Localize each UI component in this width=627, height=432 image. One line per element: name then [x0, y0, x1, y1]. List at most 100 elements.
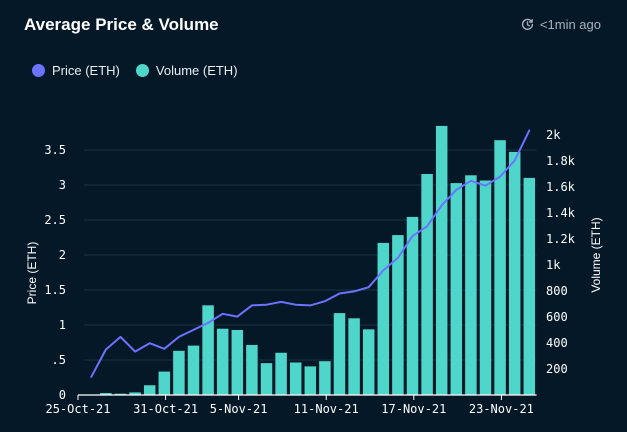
volume-bar: [377, 242, 390, 395]
price-point: [178, 336, 180, 338]
price-point: [528, 129, 531, 132]
price-point: [367, 286, 370, 289]
volume-bar: [275, 352, 287, 395]
last-updated-text: <1min ago: [539, 17, 601, 32]
price-point: [119, 336, 122, 338]
volume-bar: [494, 140, 506, 395]
y-left-tick-label: 1: [59, 318, 66, 332]
price-point: [192, 329, 195, 331]
volume-bar: [406, 216, 419, 395]
price-point: [382, 269, 385, 272]
price-point: [470, 180, 472, 182]
y-left-tick-label: .5: [52, 353, 66, 367]
volume-bar: [392, 235, 404, 395]
price-point: [411, 235, 414, 237]
price-point: [484, 184, 487, 187]
x-tick-label: 31-Oct-21: [133, 402, 198, 416]
volume-bar: [523, 177, 536, 395]
y-right-tick-label: 2k: [546, 128, 561, 142]
y-right-tick-label: 400: [546, 336, 568, 350]
price-point: [251, 304, 253, 307]
volume-bar: [231, 330, 244, 395]
legend-volume-swatch: [135, 64, 149, 77]
y-right-tick-label: 600: [546, 310, 568, 324]
volume-bar: [143, 385, 156, 395]
volume-bar: [450, 183, 463, 395]
price-point: [221, 313, 224, 315]
y-right-tick-label: 1.4k: [546, 206, 576, 220]
y-right-axis-title: Volume (ETH): [589, 217, 603, 292]
price-line: [90, 129, 531, 378]
price-point: [105, 348, 107, 351]
chart-legend: Price (ETH) Volume (ETH): [32, 63, 238, 78]
volume-bar: [173, 350, 185, 395]
volume-bar: [348, 318, 360, 395]
volume-bar: [100, 393, 112, 395]
y-left-axis-title: Price (ETH): [25, 242, 39, 305]
legend-volume-label: Volume (ETH): [155, 63, 238, 78]
price-point: [207, 322, 209, 324]
price-point: [426, 225, 428, 228]
price-point: [499, 175, 501, 178]
y-left-tick-label: 2: [59, 248, 66, 262]
x-tick-label: 5-Nov-21: [210, 402, 268, 416]
price-point: [163, 348, 166, 350]
price-point: [90, 376, 93, 378]
volume-bar: [260, 363, 273, 395]
legend-item-price[interactable]: Price (ETH): [32, 63, 120, 78]
volume-bar: [435, 125, 448, 396]
volume-bar: [129, 392, 141, 395]
x-tick-label: 17-Nov-21: [381, 402, 446, 416]
volume-bar: [289, 362, 302, 395]
volume-bar: [246, 344, 258, 395]
volume-bar: [421, 174, 433, 395]
volume-bar: [362, 329, 375, 395]
volume-bar: [158, 371, 171, 395]
price-point: [324, 300, 326, 303]
price-point: [455, 189, 458, 191]
volume-bar: [333, 313, 346, 395]
volume-bar: [114, 393, 127, 395]
y-right-tick-label: 800: [546, 284, 568, 298]
volume-bar: [479, 180, 492, 395]
volume-bar: [465, 175, 477, 395]
price-point: [148, 342, 151, 345]
price-point: [280, 301, 282, 303]
price-point: [353, 290, 355, 293]
volume-bar: [187, 345, 200, 395]
volume-bar: [319, 361, 331, 395]
price-point: [397, 257, 399, 259]
price-point: [440, 204, 443, 207]
refresh-clock-icon[interactable]: [521, 18, 534, 31]
y-left-tick-label: 2.5: [44, 213, 66, 227]
price-point: [236, 315, 239, 318]
y-right-tick-label: 200: [546, 362, 568, 376]
price-point: [134, 350, 136, 353]
y-left-tick-label: 3.5: [44, 143, 66, 157]
volume-bar: [304, 366, 317, 395]
x-tick-label: 23-Nov-21: [469, 402, 534, 416]
y-left-tick-label: 0: [59, 388, 66, 402]
y-left-tick-label: 1.5: [44, 283, 66, 297]
legend-item-volume[interactable]: Volume (ETH): [135, 63, 238, 78]
price-point: [265, 303, 268, 306]
y-right-tick-label: 1k: [546, 258, 561, 272]
price-point: [338, 292, 341, 295]
y-right-tick-label: 1.2k: [546, 232, 576, 246]
y-right-tick-label: 1.6k: [546, 180, 576, 194]
price-point: [294, 303, 297, 306]
legend-price-swatch: [32, 64, 45, 77]
price-point: [513, 159, 516, 162]
volume-bar: [508, 151, 521, 395]
y-left-tick-label: 3: [59, 178, 66, 192]
volume-bar: [216, 328, 229, 395]
volume-bar: [202, 305, 214, 395]
last-updated: <1min ago: [521, 17, 601, 32]
chart-title: Average Price & Volume: [24, 15, 219, 34]
y-right-tick-label: 1.8k: [546, 154, 576, 168]
x-tick-label: 25-Oct-21: [45, 402, 110, 416]
price-point: [309, 304, 312, 307]
x-tick-label: 11-Nov-21: [294, 402, 359, 416]
